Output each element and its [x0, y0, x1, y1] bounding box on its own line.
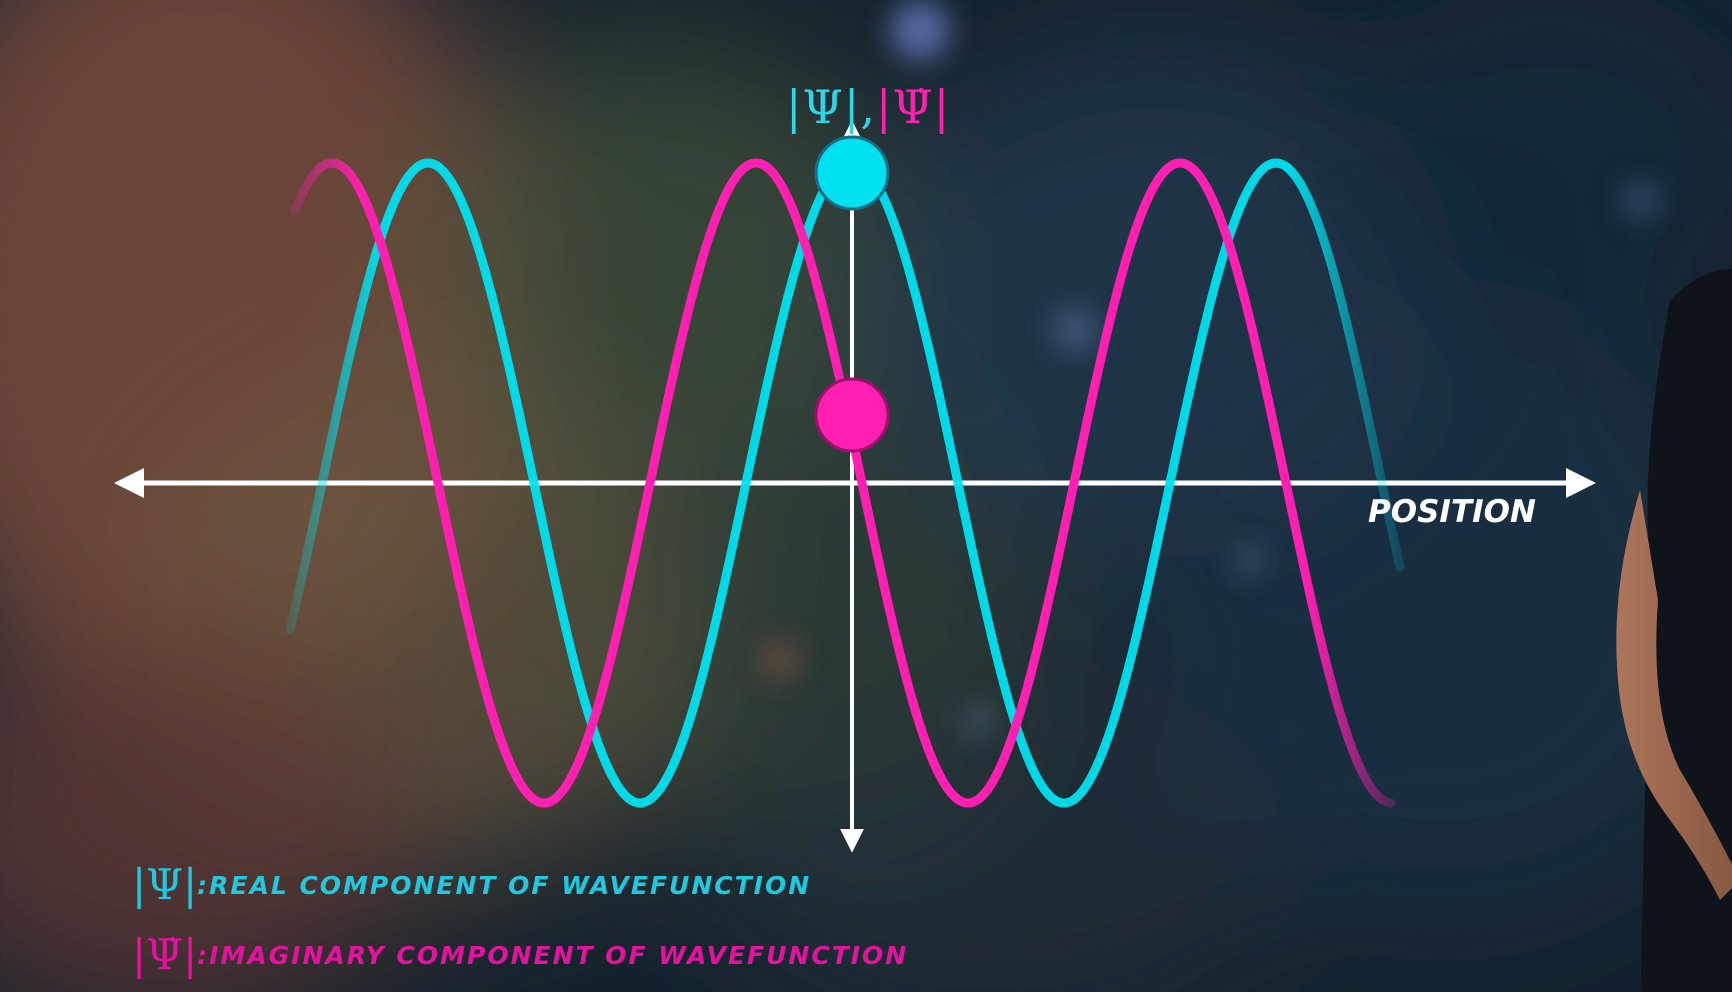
real-component-marker [814, 135, 890, 211]
legend-real-text: :REAL COMPONENT OF WAVEFUNCTION [197, 870, 812, 900]
axis-title-separator: , [860, 80, 876, 134]
legend-imaginary-text: :IMAGINARY COMPONENT OF WAVEFUNCTION [197, 940, 909, 970]
imaginary-component-marker [814, 377, 890, 453]
legend-real-component: |Ψ| :REAL COMPONENT OF WAVEFUNCTION [132, 862, 811, 908]
legend-imaginary-symbol: |Ψ̇| [132, 930, 198, 979]
presenter-silhouette [1616, 268, 1732, 992]
real-symbol: |Ψ| [786, 80, 861, 134]
legend-real-symbol: |Ψ| [132, 860, 198, 909]
vertical-axis-title: |Ψ|,|Ψ̇| [786, 80, 950, 134]
imaginary-symbol: |Ψ̇| [875, 80, 951, 134]
legend-imaginary-component: |Ψ̇| :IMAGINARY COMPONENT OF WAVEFUNCTIO… [132, 932, 908, 978]
position-axis-label: POSITION [1368, 494, 1536, 530]
